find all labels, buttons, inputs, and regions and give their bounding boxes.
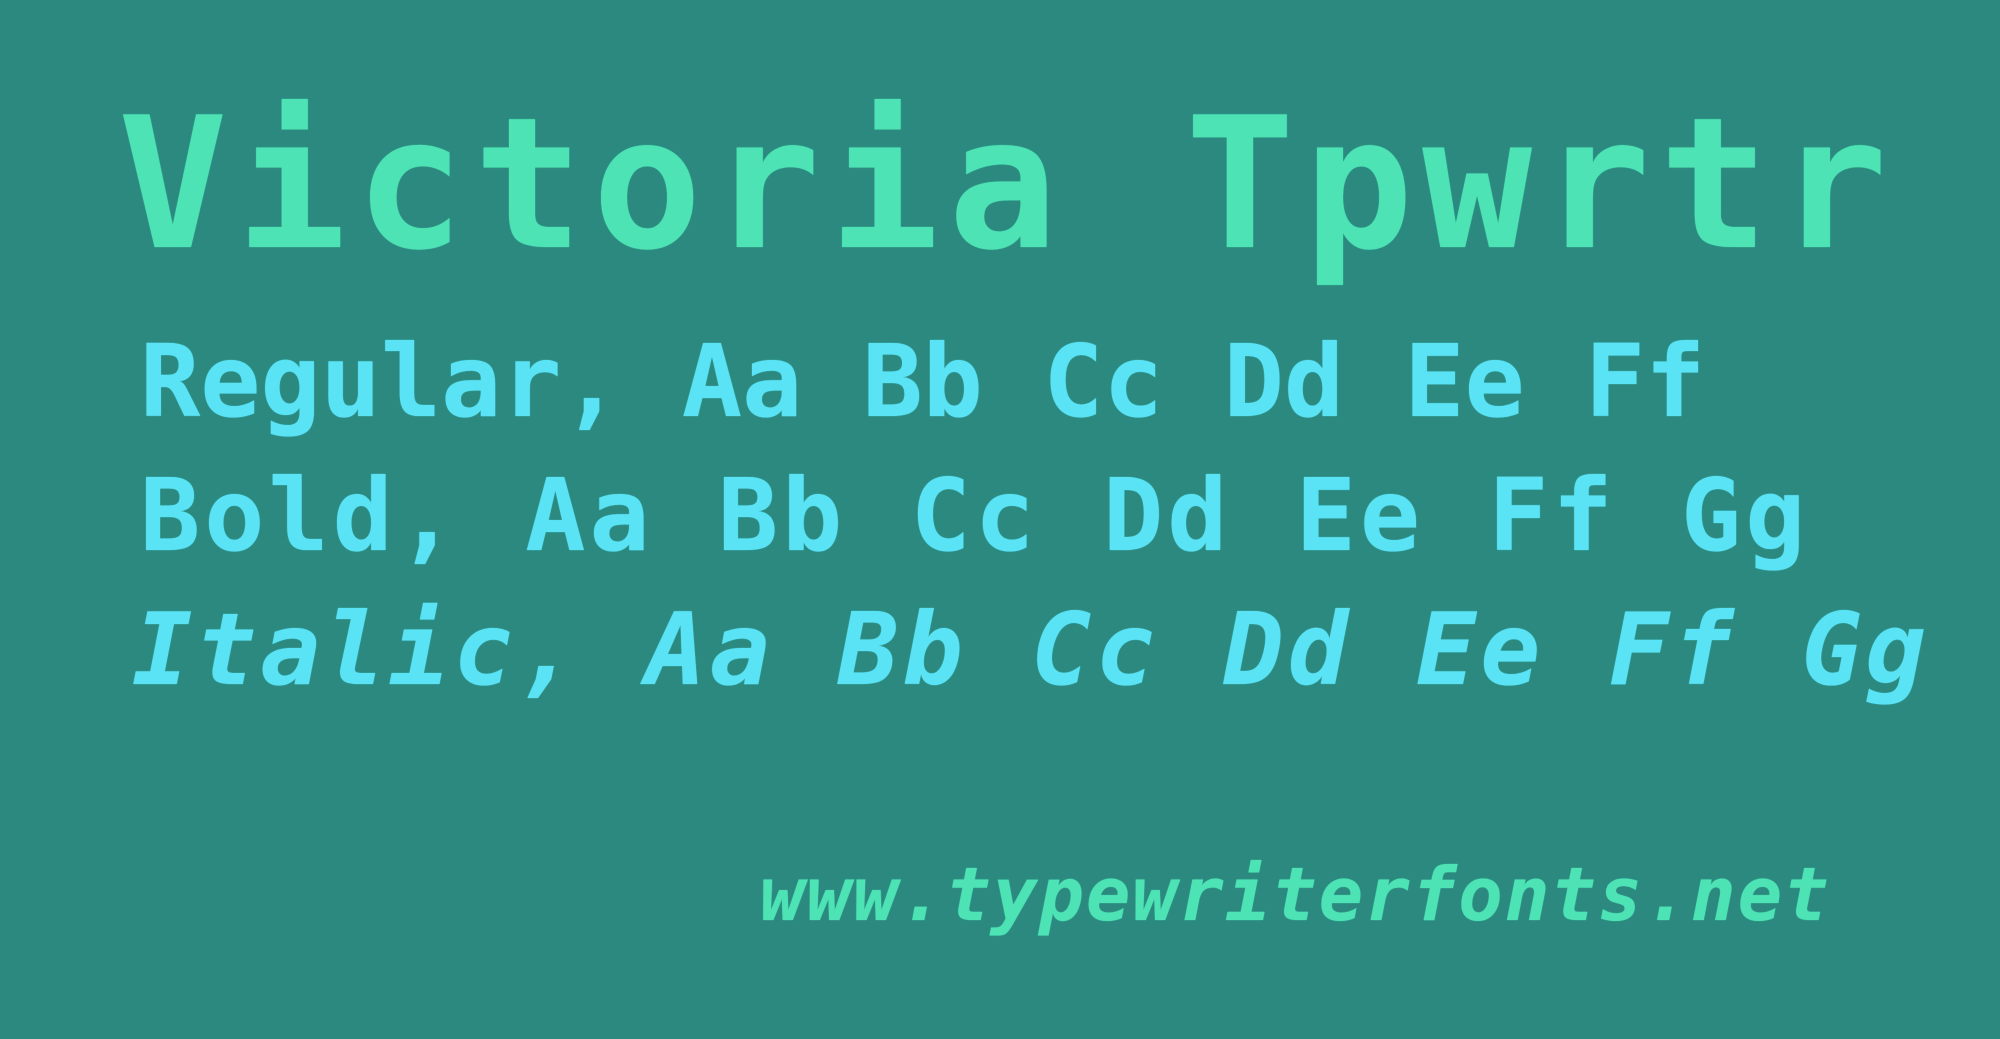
website-url: www.typewriterfonts.net (760, 852, 1831, 938)
specimen-regular: Regular, Aa Bb Cc Dd Ee Ff (140, 323, 1706, 440)
font-title: Victoria Tpwrtr (118, 78, 1897, 290)
specimen-italic: Italic, Aa Bb Cc Dd Ee Ff Gg (132, 591, 1930, 708)
specimen-bold: Bold, Aa Bb Cc Dd Ee Ff Gg (140, 457, 1810, 574)
